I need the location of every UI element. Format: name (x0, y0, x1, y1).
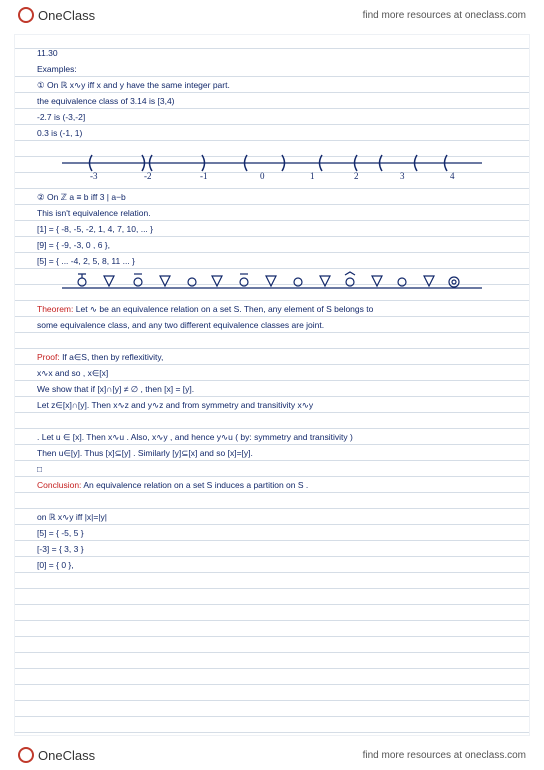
logo-ring-icon (18, 7, 34, 23)
line-ex1-def: ① On ℝ x∿y iff x and y have the same int… (15, 77, 529, 93)
conclusion-body: An equivalence relation on a set S induc… (83, 480, 308, 490)
theorem-body: Let ∿ be an equivalence relation on a se… (76, 304, 374, 314)
blank-row-2 (15, 413, 529, 429)
line-ex1-class1: the equivalence class of 3.14 is [3,4) (15, 93, 529, 109)
numberline-2 (15, 269, 529, 301)
example-abs-2: [5] = { -5, 5 } (15, 525, 529, 541)
example-abs-4: [0] = { 0 }, (15, 557, 529, 573)
line-class9: [9] = { -9, -3, 0 , 6 }, (15, 237, 529, 253)
theorem-label: Theorem: (37, 304, 73, 314)
svg-text:4: 4 (450, 171, 455, 181)
line-class5: [5] = { ... -4, 2, 5, 8, 11 ... } (15, 253, 529, 269)
blank-row-3 (15, 493, 529, 509)
svg-text:-3: -3 (90, 171, 98, 181)
header-tagline: find more resources at oneclass.com (363, 10, 526, 21)
proof-body-4: Let z∈[x]∩[y]. Then x∿z and y∿z and from… (15, 397, 529, 413)
header-bar: OneClass find more resources at oneclass… (0, 0, 544, 30)
line-examples: Examples: (15, 61, 529, 77)
proof-label: Proof: (37, 352, 60, 362)
example-abs-3: [-3] = { 3, 3 } (15, 541, 529, 557)
proof-line: Proof: If a∈S, then by reflexitivity, (15, 349, 529, 365)
svg-text:3: 3 (400, 171, 405, 181)
date-line: 11.30 (15, 45, 529, 61)
svg-text:1: 1 (310, 171, 315, 181)
svg-text:2: 2 (354, 171, 359, 181)
notebook-page: 11.30 Examples: ① On ℝ x∿y iff x and y h… (14, 34, 530, 736)
footer-logo-ring-icon (18, 747, 34, 763)
line-class1: [1] = { -8, -5, -2, 1, 4, 7, 10, ... } (15, 221, 529, 237)
svg-text:-1: -1 (200, 171, 208, 181)
proof-body-6: Then u∈[y]. Thus [x]⊆[y] . Similarly [y]… (15, 445, 529, 461)
example-abs-1: on ℝ x∿y iff |x|=|y| (15, 509, 529, 525)
svg-text:0: 0 (260, 171, 265, 181)
conclusion-line: Conclusion: An equivalence relation on a… (15, 477, 529, 493)
logo-text: OneClass (38, 8, 95, 23)
numberline-1: -3 -2 -1 0 1 2 3 4 (15, 141, 529, 189)
numberline-1-svg: -3 -2 -1 0 1 2 3 4 (52, 145, 492, 185)
line-ex1-class2: -2.7 is (-3,-2] (15, 109, 529, 125)
theorem-line: Theorem: Let ∿ be an equivalence relatio… (15, 301, 529, 317)
proof-body-1: If a∈S, then by reflexitivity, (62, 352, 163, 362)
proof-qed: □ (15, 461, 529, 477)
line-ex2-def: ② On ℤ a ≡ b iff 3 | a−b (15, 189, 529, 205)
proof-body-2: x∿x and so , x∈[x] (15, 365, 529, 381)
numberline-2-svg (52, 270, 492, 300)
svg-text:-2: -2 (144, 171, 152, 181)
theorem-line2: some equivalence class, and any two diff… (15, 317, 529, 333)
footer-tagline: find more resources at oneclass.com (363, 750, 526, 761)
proof-body-5: . Let u ∈ [x]. Then x∿u . Also, x∿y , an… (15, 429, 529, 445)
proof-body-3: We show that if [x]∩[y] ≠ ∅ , then [x] =… (15, 381, 529, 397)
footer-logo-text: OneClass (38, 748, 95, 763)
blank-row (15, 333, 529, 349)
conclusion-label: Conclusion: (37, 480, 81, 490)
logo: OneClass (18, 7, 95, 23)
footer-logo: OneClass (18, 747, 95, 763)
footer-bar: OneClass find more resources at oneclass… (0, 740, 544, 770)
line-ex2-note: This isn't equivalence relation. (15, 205, 529, 221)
line-ex1-class3: 0.3 is (-1, 1) (15, 125, 529, 141)
